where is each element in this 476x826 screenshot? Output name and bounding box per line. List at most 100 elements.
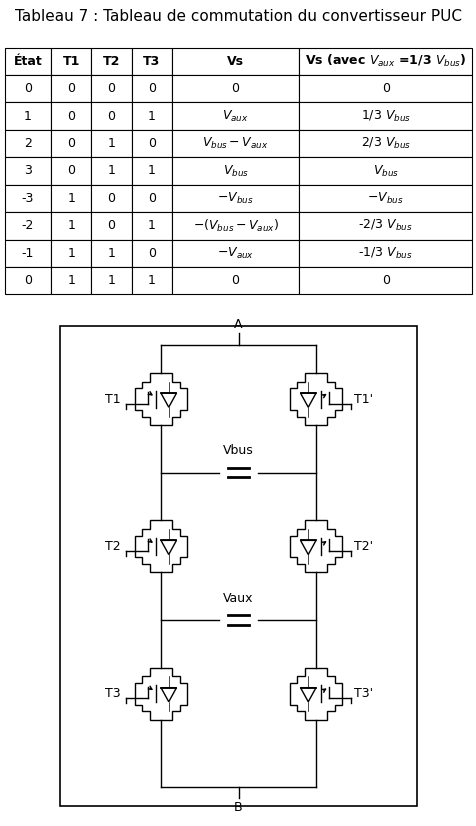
Text: Tableau 7 : Tableau de commutation du convertisseur PUC: Tableau 7 : Tableau de commutation du co… [15, 9, 461, 24]
Bar [298, 212, 471, 240]
Text: 1: 1 [108, 164, 115, 178]
Text: 0: 0 [148, 192, 156, 205]
Bar [5, 102, 51, 130]
Bar [51, 267, 91, 294]
Text: 0: 0 [67, 137, 75, 150]
Bar [51, 102, 91, 130]
Text: -1/3 $V_{bus}$: -1/3 $V_{bus}$ [357, 245, 412, 261]
Text: T1: T1 [105, 392, 121, 406]
Text: T3: T3 [105, 687, 121, 700]
Text: 1: 1 [67, 274, 75, 287]
Text: A: A [234, 318, 242, 331]
Bar [298, 157, 471, 185]
Bar [172, 130, 298, 157]
Text: 0: 0 [231, 83, 239, 95]
Text: B: B [234, 801, 242, 814]
Text: 0: 0 [24, 274, 32, 287]
Bar [51, 157, 91, 185]
Bar [5, 157, 51, 185]
Text: T1': T1' [353, 392, 372, 406]
Polygon shape [134, 520, 187, 572]
Text: -1: -1 [21, 247, 34, 259]
Text: 1: 1 [67, 192, 75, 205]
Bar [131, 48, 172, 75]
Text: $-V_{aux}$: $-V_{aux}$ [217, 245, 254, 261]
Polygon shape [134, 373, 187, 425]
Bar [298, 75, 471, 102]
Text: -2/3 $V_{bus}$: -2/3 $V_{bus}$ [357, 218, 412, 234]
Text: 1: 1 [148, 220, 156, 232]
Bar [298, 267, 471, 294]
Bar [172, 212, 298, 240]
Bar [91, 185, 131, 212]
Bar [298, 130, 471, 157]
Polygon shape [134, 667, 187, 719]
Text: 1: 1 [148, 164, 156, 178]
Text: 1: 1 [67, 247, 75, 259]
Text: État: État [13, 55, 42, 68]
Text: Vs (avec $V_{aux}$ =1/3 $V_{bus}$): Vs (avec $V_{aux}$ =1/3 $V_{bus}$) [304, 53, 466, 69]
Bar [91, 75, 131, 102]
Bar [298, 240, 471, 267]
Bar [298, 48, 471, 75]
Bar [51, 212, 91, 240]
Text: Vaux: Vaux [223, 591, 253, 605]
Text: T2: T2 [105, 540, 121, 553]
Polygon shape [300, 688, 316, 702]
Text: 0: 0 [67, 83, 75, 95]
Bar [91, 102, 131, 130]
Polygon shape [289, 520, 342, 572]
Bar [172, 75, 298, 102]
Bar [172, 185, 298, 212]
Polygon shape [289, 667, 342, 719]
Text: $V_{bus}$: $V_{bus}$ [372, 164, 398, 178]
Text: 0: 0 [381, 274, 389, 287]
Bar [5, 48, 51, 75]
Text: 0: 0 [148, 83, 156, 95]
Text: $V_{bus} - V_{aux}$: $V_{bus} - V_{aux}$ [202, 136, 268, 151]
Text: Vbus: Vbus [223, 444, 253, 458]
Text: 1: 1 [148, 274, 156, 287]
Bar [172, 240, 298, 267]
Bar [131, 240, 172, 267]
Bar [5, 212, 51, 240]
Bar [91, 240, 131, 267]
Text: -2: -2 [21, 220, 34, 232]
Bar [172, 102, 298, 130]
Bar [131, 185, 172, 212]
Text: 1: 1 [108, 247, 115, 259]
Text: 2: 2 [24, 137, 32, 150]
Text: 1: 1 [24, 110, 32, 122]
Bar [5, 75, 51, 102]
Bar [51, 185, 91, 212]
Bar [51, 75, 91, 102]
Bar [131, 267, 172, 294]
Bar [51, 240, 91, 267]
Text: 0: 0 [67, 110, 75, 122]
Bar [91, 267, 131, 294]
Bar [91, 130, 131, 157]
Bar [51, 130, 91, 157]
Text: 0: 0 [148, 137, 156, 150]
Polygon shape [300, 393, 316, 407]
Bar [131, 157, 172, 185]
Polygon shape [160, 393, 176, 407]
Bar [91, 48, 131, 75]
Bar [172, 267, 298, 294]
Bar [298, 102, 471, 130]
Polygon shape [300, 540, 316, 554]
Text: 2/3 $V_{bus}$: 2/3 $V_{bus}$ [360, 136, 410, 151]
Text: T2: T2 [103, 55, 120, 68]
Text: 1: 1 [148, 110, 156, 122]
Text: T1: T1 [62, 55, 79, 68]
Text: 0: 0 [107, 83, 115, 95]
Text: T3': T3' [353, 687, 372, 700]
Bar [172, 157, 298, 185]
Text: $V_{bus}$: $V_{bus}$ [222, 164, 248, 178]
Bar [5, 130, 51, 157]
Text: Vs: Vs [227, 55, 244, 68]
Text: 0: 0 [231, 274, 239, 287]
Text: 1: 1 [108, 274, 115, 287]
Text: $-(V_{bus} - V_{aux})$: $-(V_{bus} - V_{aux})$ [192, 218, 278, 234]
Text: $-V_{bus}$: $-V_{bus}$ [217, 191, 253, 206]
